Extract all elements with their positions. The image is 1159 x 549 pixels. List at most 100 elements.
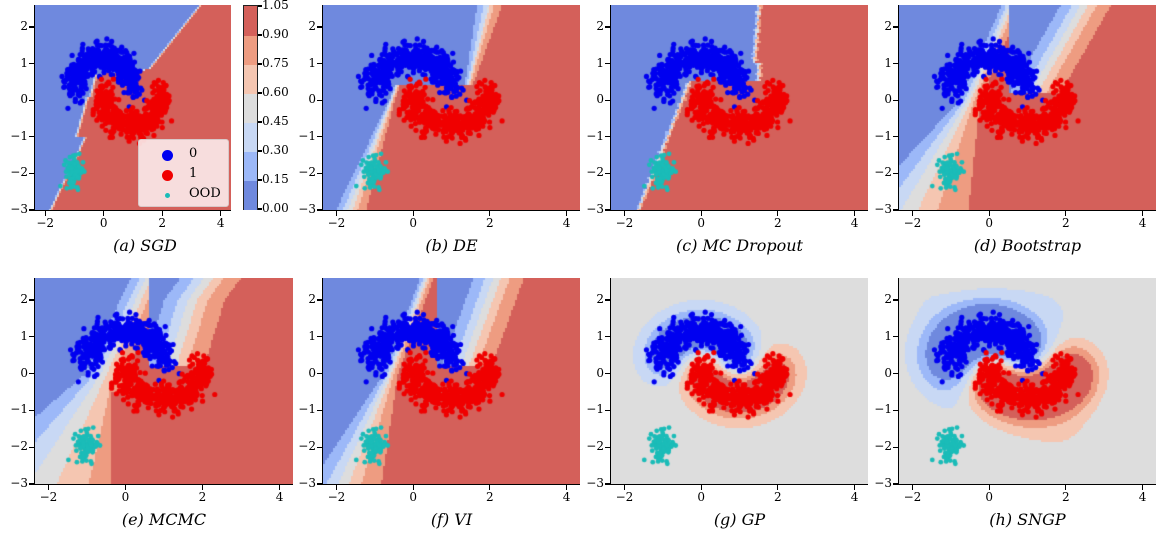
- colorbar-tick: [258, 179, 262, 181]
- y-tick: [29, 99, 34, 101]
- legend-marker-class0: [161, 149, 173, 161]
- x-tick-label: 4: [1138, 216, 1147, 230]
- x-tick: [700, 211, 702, 216]
- x-tick-label: −2: [903, 216, 922, 230]
- panel-caption: (a) SGD: [113, 236, 177, 255]
- x-tick: [412, 485, 414, 490]
- x-tick: [853, 485, 856, 490]
- colorbar-tick: [258, 34, 262, 36]
- y-tick: [893, 209, 898, 211]
- x-tick-label: 4: [562, 490, 571, 504]
- y-tick: [29, 446, 34, 448]
- y-tick-label: 1: [884, 55, 892, 70]
- plot-area-gp: [611, 278, 868, 484]
- y-tick: [893, 172, 898, 174]
- y-axis-line: [898, 5, 900, 211]
- colorbar-tick-label: 1.05: [262, 0, 289, 12]
- colorbar-tick: [258, 208, 262, 210]
- x-tick-label: 4: [562, 216, 571, 230]
- x-tick-label: 0: [985, 216, 993, 230]
- y-tick-label: 0: [20, 365, 28, 380]
- y-tick: [893, 336, 898, 338]
- y-tick-label: −3: [10, 476, 28, 490]
- y-tick: [893, 26, 898, 28]
- x-tick-label: 2: [486, 216, 494, 230]
- y-tick-label: 1: [884, 328, 892, 343]
- contour-map-mcmc: [35, 278, 293, 484]
- x-tick: [489, 485, 491, 490]
- x-tick-label: −2: [327, 490, 346, 504]
- y-tick-label: 0: [884, 365, 892, 380]
- legend-item: 0: [139, 146, 228, 164]
- y-tick-label: −3: [298, 202, 316, 216]
- x-tick-label: 4: [850, 216, 859, 230]
- x-tick-label: 2: [198, 490, 207, 504]
- colorbar-tick-label: 0.00: [262, 201, 289, 215]
- plot-area-de: [323, 5, 580, 210]
- legend-item: OOD: [139, 186, 228, 204]
- y-tick: [29, 409, 34, 412]
- y-tick: [605, 373, 610, 375]
- x-tick: [988, 485, 990, 490]
- x-tick: [565, 211, 568, 216]
- x-tick: [853, 211, 856, 216]
- y-tick: [317, 373, 322, 375]
- x-tick-label: 2: [1062, 216, 1070, 230]
- colorbar-segment: [244, 6, 257, 36]
- panel-caption: (f) VI: [430, 510, 473, 529]
- y-tick: [605, 172, 610, 174]
- y-tick: [893, 483, 898, 485]
- y-axis-line: [322, 278, 324, 485]
- y-tick: [29, 209, 34, 211]
- y-tick-label: −2: [586, 165, 604, 180]
- y-axis-line: [34, 5, 36, 211]
- y-axis-line: [898, 278, 900, 485]
- panel-caption: (h) SNGP: [989, 510, 1066, 529]
- panel-caption: (g) GP: [713, 510, 766, 529]
- y-tick-label: −2: [586, 439, 604, 454]
- x-tick: [335, 211, 337, 216]
- x-tick: [220, 211, 222, 216]
- y-tick-label: −2: [10, 439, 28, 454]
- colorbar-tick-label: 0.15: [262, 172, 289, 186]
- y-tick: [893, 373, 898, 375]
- x-axis-line: [610, 210, 868, 212]
- y-tick-label: −2: [298, 165, 316, 180]
- x-tick-label: 2: [158, 216, 167, 230]
- y-tick: [605, 99, 610, 101]
- x-tick-label: −2: [903, 490, 922, 504]
- x-tick-label: −2: [327, 216, 346, 230]
- y-axis-line: [610, 278, 612, 485]
- y-tick-label: −3: [874, 202, 892, 216]
- y-tick-label: −3: [874, 476, 892, 490]
- y-tick-label: 0: [884, 92, 892, 107]
- y-tick-label: 2: [884, 18, 892, 33]
- x-tick-label: 4: [275, 490, 284, 504]
- x-tick-label: 0: [99, 216, 108, 230]
- y-tick-label: −3: [586, 202, 604, 216]
- y-tick: [893, 409, 898, 412]
- x-axis-line: [322, 210, 580, 212]
- y-tick-label: 0: [596, 92, 604, 107]
- y-tick-label: −2: [10, 165, 28, 180]
- colorbar-tick-label: 0.45: [262, 114, 289, 128]
- x-tick-label: −2: [615, 216, 634, 230]
- x-tick-label: −2: [36, 216, 55, 230]
- y-tick: [29, 373, 34, 375]
- x-tick: [103, 211, 105, 216]
- y-tick: [29, 62, 34, 65]
- x-axis-line: [34, 484, 293, 486]
- contour-map-mcd: [611, 5, 868, 210]
- y-tick-label: 2: [596, 292, 604, 307]
- y-tick: [317, 172, 322, 174]
- x-tick-label: 2: [486, 490, 494, 504]
- x-tick-label: 2: [774, 490, 782, 504]
- y-tick-label: −3: [298, 476, 316, 490]
- x-tick: [489, 211, 491, 216]
- y-axis-line: [322, 5, 324, 211]
- x-axis-line: [610, 484, 868, 486]
- colorbar-segment: [244, 35, 257, 65]
- y-tick: [29, 26, 34, 28]
- y-tick-label: 2: [20, 18, 28, 33]
- y-axis-line: [34, 278, 36, 485]
